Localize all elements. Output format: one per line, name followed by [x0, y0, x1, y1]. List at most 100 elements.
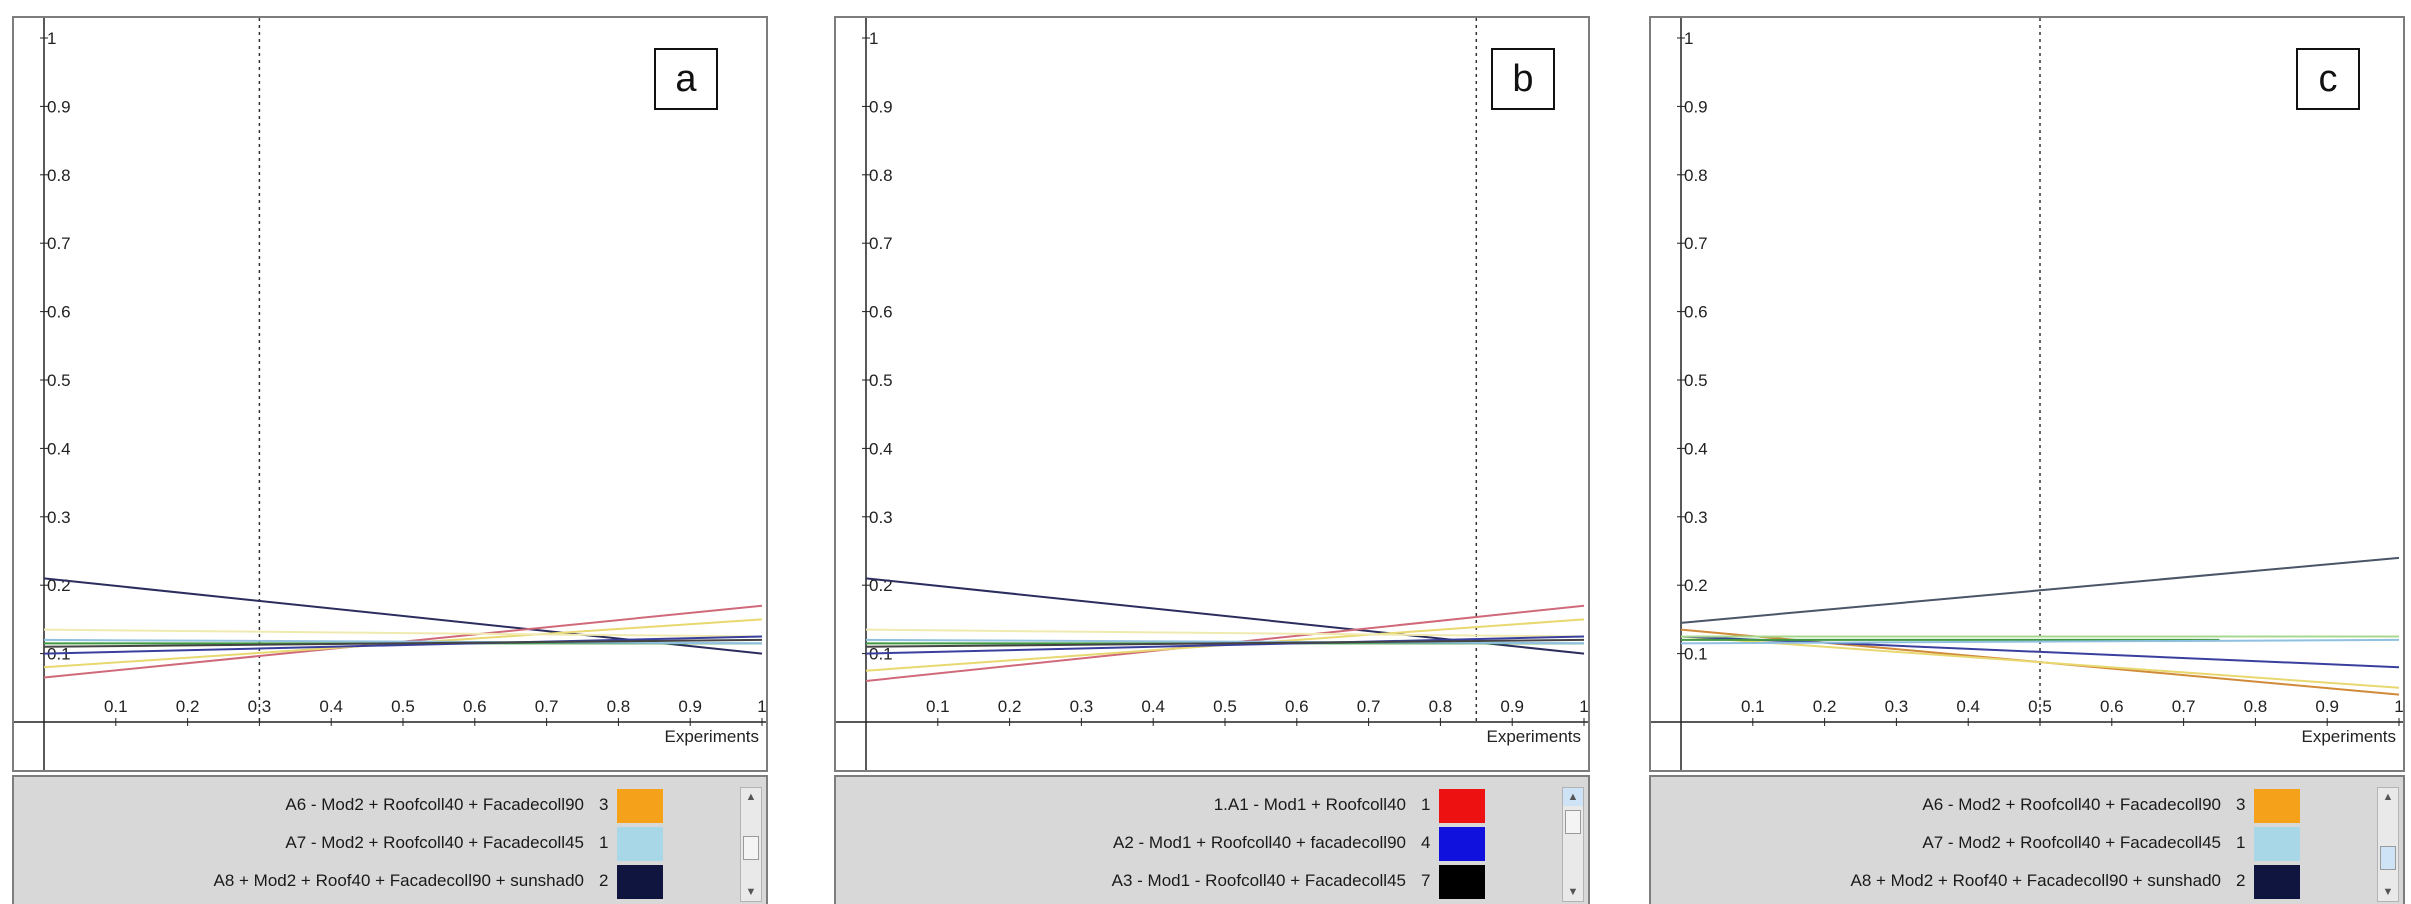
x-tick-label: 1	[1579, 697, 1588, 716]
scroll-down-icon[interactable]: ▼	[745, 886, 757, 898]
legend-rank: 4	[1421, 833, 1431, 852]
legend-label: A6 - Mod2 + Roofcoll40 + Facadecoll90	[285, 795, 584, 814]
x-tick-label: 0.1	[104, 697, 128, 716]
x-tick-label: 0.7	[535, 697, 559, 716]
x-tick-label: 0.6	[2100, 697, 2124, 716]
y-tick-label: 1	[869, 29, 878, 48]
legend-row[interactable]: 1.A1 - Mod1 + Roofcoll40 1	[836, 787, 1556, 827]
y-tick-label: 0.4	[869, 439, 893, 458]
legend-rank: 2	[2236, 871, 2246, 890]
x-tick-label: 0.9	[678, 697, 702, 716]
series-line	[43, 635, 763, 655]
chart-panel-a: 0.1 0.2 0.3 0.4 0.5 0.6 0.7 0.8 0.9 1 0.1 0.2 0.3 0.4…	[0, 0, 770, 904]
y-tick-label: 0.3	[47, 508, 71, 527]
scroll-down-icon[interactable]: ▼	[2382, 886, 2394, 898]
legend-row[interactable]: A8 + Mod2 + Roof40 + Facadecoll90 + suns…	[1651, 863, 2371, 903]
x-tick-label: 0.8	[1429, 697, 1453, 716]
x-tick-label: 0.2	[998, 697, 1022, 716]
y-tick-label: 0.9	[869, 97, 893, 116]
legend-c: A6 - Mod2 + Roofcoll40 + Facadecoll90 3 …	[1649, 775, 2405, 904]
legend-a: A6 - Mod2 + Roofcoll40 + Facadecoll90 3 …	[12, 775, 768, 904]
scroll-up-icon[interactable]: ▲	[745, 791, 757, 803]
x-tick-label: 0.4	[1141, 697, 1165, 716]
x-axis-label: Experiments	[665, 727, 759, 746]
legend-row[interactable]: A6 - Mod2 + Roofcoll40 + Facadecoll90 3	[1651, 787, 2371, 827]
legend-rank: 1	[599, 833, 609, 852]
x-tick-label: 0.9	[1500, 697, 1524, 716]
series-line	[865, 628, 1585, 638]
scroll-up-icon[interactable]: ▲	[1563, 788, 1583, 806]
legend-row[interactable]: A8 + Mod2 + Roof40 + Facadecoll90 + suns…	[14, 863, 734, 903]
y-tick-label: 0.7	[1684, 234, 1708, 253]
series-line	[1680, 638, 2400, 645]
y-tick-label: 0.9	[1684, 97, 1708, 116]
x-tick-label: 0.9	[2315, 697, 2339, 716]
y-tick-label: 0.7	[869, 234, 893, 253]
legend-rank: 3	[599, 795, 609, 814]
legend-row[interactable]: A6 - Mod2 + Roofcoll40 + Facadecoll90 3	[14, 787, 734, 827]
y-tick-label: 0.8	[869, 166, 893, 185]
legend-scrollbar[interactable]: ▲ ▼	[740, 787, 762, 902]
y-tick-label: 0.8	[47, 166, 71, 185]
legend-label: A7 - Mod2 + Roofcoll40 + Facadecoll45	[285, 833, 584, 852]
y-tick-label: 0.4	[1684, 439, 1708, 458]
x-tick-label: 0.5	[1213, 697, 1237, 716]
series-line	[43, 638, 763, 645]
x-tick-label: 0.4	[319, 697, 343, 716]
x-tick-label: 0.8	[2244, 697, 2268, 716]
legend-swatch	[1439, 865, 1485, 899]
x-tick-label: 0.8	[607, 697, 631, 716]
series-line	[1680, 635, 2400, 669]
legend-swatch	[617, 827, 663, 861]
scroll-thumb[interactable]	[743, 836, 759, 860]
scroll-down-icon[interactable]: ▼	[1567, 886, 1579, 898]
scroll-thumb[interactable]	[1565, 810, 1581, 834]
x-axis-label: Experiments	[2302, 727, 2396, 746]
legend-swatch	[617, 789, 663, 823]
y-tick-label: 0.5	[47, 371, 71, 390]
x-tick-label: 0.5	[391, 697, 415, 716]
legend-swatch	[1439, 789, 1485, 823]
chart-svg-c: 0.1 0.2 0.3 0.4 0.5 0.6 0.7 0.8 0.9 1 0.1 0.2 0.3 0.4…	[1651, 18, 2403, 770]
x-tick-label: 0.4	[1956, 697, 1980, 716]
legend-row[interactable]: A7 - Mod2 + Roofcoll40 + Facadecoll45 1	[14, 825, 734, 865]
scroll-thumb[interactable]	[2380, 846, 2396, 870]
x-tick-label: 0.1	[926, 697, 950, 716]
panel-label-a: a	[654, 48, 718, 110]
legend-swatch	[617, 865, 663, 899]
x-tick-label: 0.3	[1070, 697, 1094, 716]
legend-label: A3 - Mod1 - Roofcoll40 + Facadecoll45	[1111, 871, 1406, 890]
y-tick-label: 0.5	[1684, 371, 1708, 390]
series-line	[43, 628, 763, 638]
legend-row[interactable]: A7 - Mod2 + Roofcoll40 + Facadecoll45 1	[1651, 825, 2371, 865]
chart-svg-a: 0.10.20.30.40.50.60.70.80.910.1 0.2 0.3 0.4…	[14, 18, 766, 770]
legend-scrollbar[interactable]: ▲ ▼	[1562, 787, 1584, 902]
y-tick-label: 0.2	[1684, 576, 1708, 595]
legend-label: 1.A1 - Mod1 + Roofcoll40	[1213, 795, 1406, 814]
plot-area-a: 0.1 0.2 0.3 0.4 0.5 0.6 0.7 0.8 0.9 1 0.1 0.2 0.3 0.4…	[12, 16, 768, 772]
series-line	[43, 638, 763, 648]
series-line	[865, 635, 1585, 655]
legend-row[interactable]: A3 - Mod1 - Roofcoll40 + Facadecoll45 7	[836, 863, 1556, 903]
x-tick-label: 0.7	[1357, 697, 1381, 716]
legend-label: A7 - Mod2 + Roofcoll40 + Facadecoll45	[1922, 833, 2221, 852]
legend-scrollbar[interactable]: ▲ ▼	[2377, 787, 2399, 902]
legend-b: 1.A1 - Mod1 + Roofcoll40 1 A2 - Mod1 + R…	[834, 775, 1590, 904]
x-tick-label: 0.6	[1285, 697, 1309, 716]
scroll-up-icon[interactable]: ▲	[2382, 791, 2394, 803]
x-tick-label: 0.2	[1813, 697, 1837, 716]
legend-rank: 1	[1421, 795, 1431, 814]
y-tick-label: 0.6	[47, 303, 71, 322]
x-tick-label: 0.7	[2172, 697, 2196, 716]
y-tick-label: 0.1	[1684, 645, 1708, 664]
series-line	[865, 638, 1585, 645]
plot-area-b: 0.1 0.2 0.3 0.4 0.5 0.6 0.7 0.8 0.9 1 0.1 0.2 0.3 0.4…	[834, 16, 1590, 772]
y-tick-label: 0.5	[869, 371, 893, 390]
x-tick-label: 0.1	[1741, 697, 1765, 716]
x-tick-label: 0.3	[1885, 697, 1909, 716]
legend-label: A2 - Mod1 + Roofcoll40 + facadecoll90	[1113, 833, 1406, 852]
y-tick-label: 1	[1684, 29, 1693, 48]
legend-swatch	[2254, 827, 2300, 861]
legend-label: A6 - Mod2 + Roofcoll40 + Facadecoll90	[1922, 795, 2221, 814]
legend-row[interactable]: A2 - Mod1 + Roofcoll40 + facadecoll90 4	[836, 825, 1556, 865]
